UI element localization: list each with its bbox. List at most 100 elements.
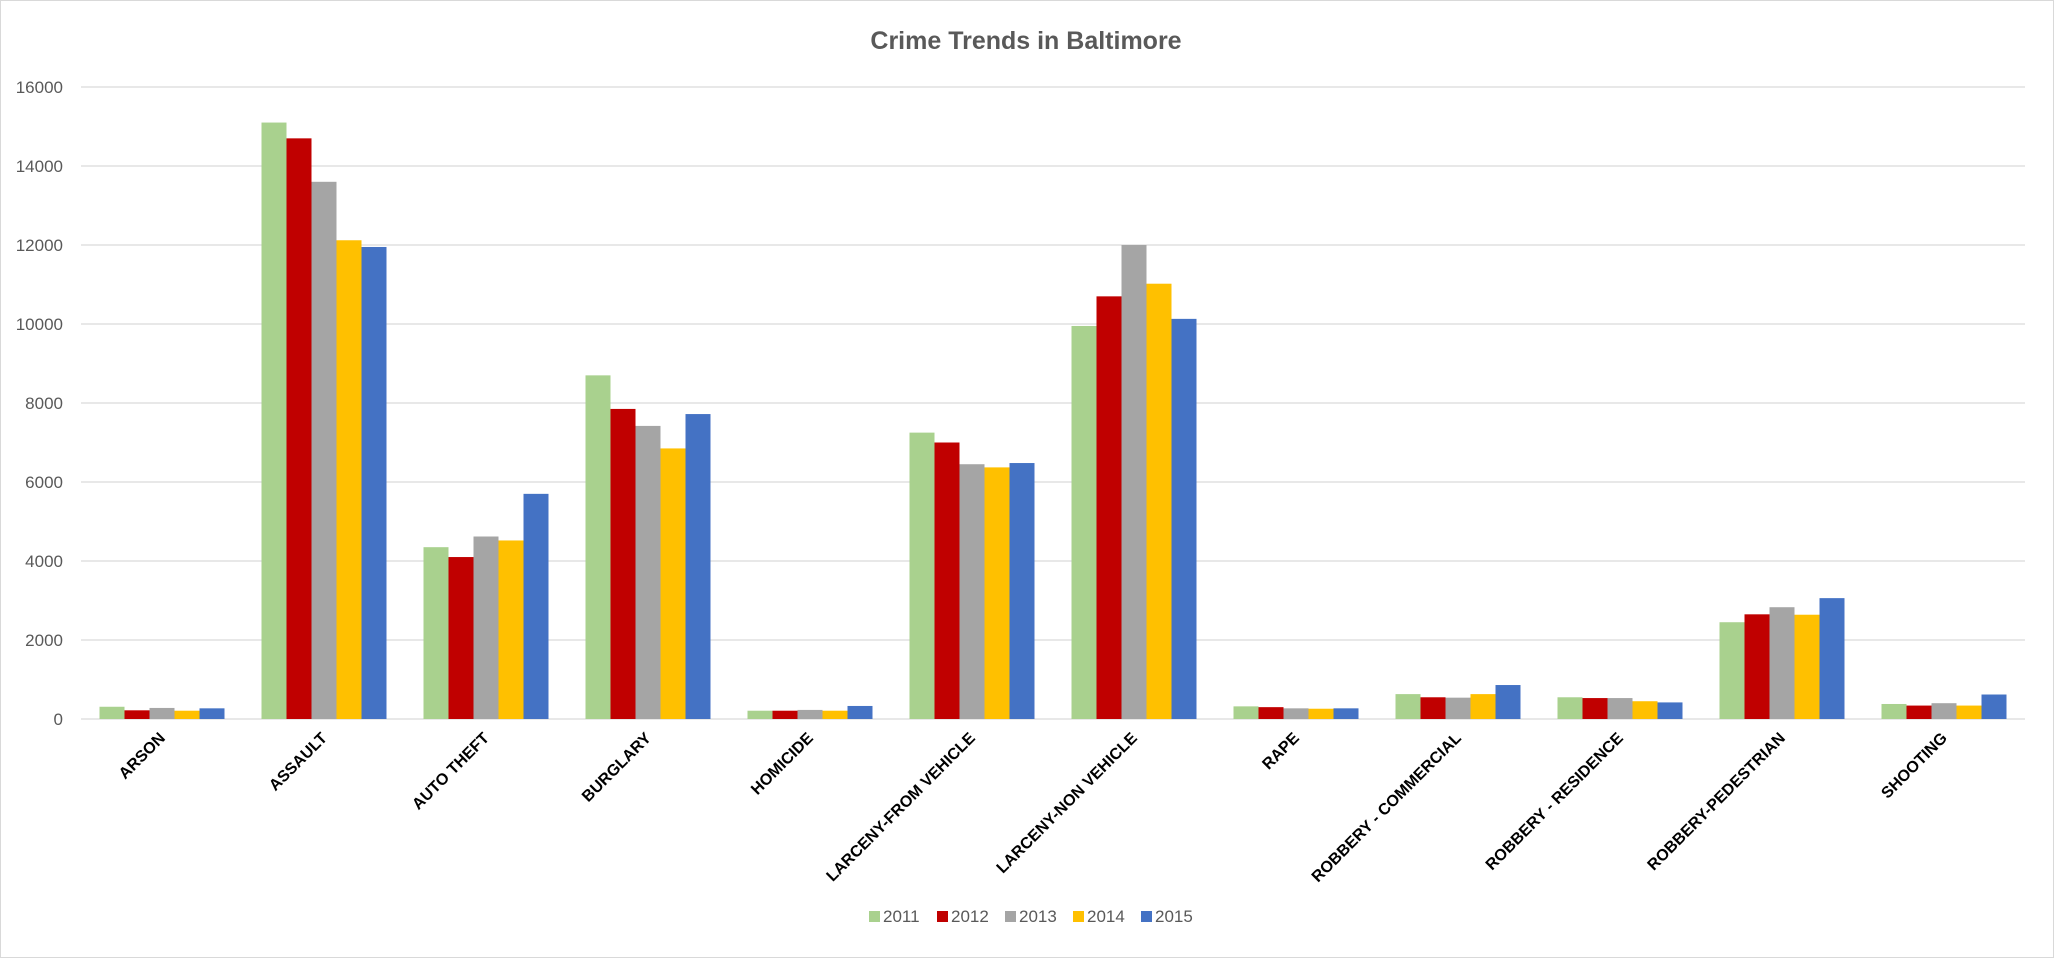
category-label: ROBBERY - RESIDENCE [1483, 730, 1627, 874]
category-label: RAPE [1259, 730, 1303, 774]
bar-2015 [1657, 702, 1683, 719]
bar-2015 [1333, 708, 1359, 719]
bar-2013 [635, 425, 661, 719]
bar-2014 [498, 540, 524, 719]
category-label: ARSON [116, 730, 169, 783]
legend-label: 2011 [883, 907, 920, 926]
bar-group-homicide [747, 705, 873, 719]
legend-item-2012: 2012 [937, 907, 989, 926]
bar-2013 [1121, 245, 1147, 719]
legend-item-2015: 2015 [1141, 907, 1193, 926]
legend-swatch [1005, 911, 1016, 922]
bar-2015 [1819, 598, 1845, 719]
y-tick-label: 16000 [16, 78, 63, 97]
bar-2014 [1308, 708, 1334, 719]
bar-2014 [984, 467, 1010, 719]
bar-2012 [610, 408, 636, 719]
bar-2013 [1445, 697, 1471, 719]
y-tick-label: 2000 [25, 631, 63, 650]
bar-2013 [1283, 708, 1309, 719]
bar-2011 [423, 547, 449, 719]
bar-2014 [336, 240, 362, 719]
bar-2012 [448, 557, 474, 719]
bar-group-arson [99, 706, 225, 719]
bar-2014 [660, 448, 686, 719]
bar-2015 [361, 246, 387, 719]
category-label: BURGLARY [579, 730, 655, 806]
category-label: LARCENY-FROM VEHICLE [823, 730, 979, 886]
bar-2012 [124, 710, 150, 719]
legend-swatch [1073, 911, 1084, 922]
bar-group-burglary [585, 375, 711, 719]
y-tick-label: 8000 [25, 394, 63, 413]
bar-2013 [473, 536, 499, 719]
chart-title: Crime Trends in Baltimore [870, 27, 1181, 55]
y-tick-label: 6000 [25, 473, 63, 492]
bar-2011 [585, 375, 611, 719]
legend-label: 2014 [1087, 907, 1125, 926]
bar-2011 [1881, 703, 1907, 719]
legend-item-2013: 2013 [1005, 907, 1057, 926]
category-label: ASSAULT [266, 730, 331, 795]
bar-2012 [1096, 296, 1122, 719]
bar-2014 [1146, 283, 1172, 719]
y-tick-label: 10000 [16, 315, 63, 334]
bar-2015 [847, 705, 873, 719]
bar-group-robbery-pedestrian [1719, 598, 1845, 719]
bar-2014 [174, 710, 200, 719]
y-tick-label: 4000 [25, 552, 63, 571]
legend-swatch [937, 911, 948, 922]
bar-2012 [1744, 614, 1770, 719]
bar-group-shooting [1881, 694, 2007, 719]
bar-2013 [1607, 698, 1633, 719]
bar-group-larceny-non-vehicle [1071, 245, 1197, 719]
category-label: ROBBERY - COMMERCIAL [1309, 730, 1465, 886]
bar-2012 [772, 710, 798, 719]
legend-swatch [1141, 911, 1152, 922]
bar-2012 [934, 442, 960, 719]
y-tick-label: 14000 [16, 157, 63, 176]
bar-2013 [149, 707, 175, 719]
legend-item-2014: 2014 [1073, 907, 1125, 926]
bar-2015 [1171, 318, 1197, 719]
bar-2012 [1420, 697, 1446, 719]
bar-2015 [1495, 685, 1521, 719]
legend-label: 2012 [951, 907, 989, 926]
bar-group-auto-theft [423, 493, 549, 719]
bar-group-rape [1233, 706, 1359, 719]
bar-2014 [1632, 701, 1658, 719]
bar-2012 [1906, 705, 1932, 719]
category-label: SHOOTING [1878, 730, 1950, 802]
bar-2011 [747, 710, 773, 719]
bar-group-assault [261, 122, 387, 720]
bar-2014 [1956, 705, 1982, 719]
category-label: AUTO THEFT [409, 730, 493, 814]
bar-2011 [909, 432, 935, 719]
bar-2011 [1719, 622, 1745, 719]
bar-group-robbery-commercial [1395, 685, 1521, 719]
bar-2015 [523, 493, 549, 719]
bar-2015 [199, 708, 225, 719]
bar-2011 [261, 122, 287, 720]
bar-2014 [1470, 694, 1496, 719]
bar-group-larceny-from-vehicle [909, 432, 1035, 719]
bar-2014 [822, 710, 848, 719]
category-label: LARCENY-NON VEHICLE [994, 730, 1141, 877]
bar-2011 [1395, 694, 1421, 719]
bar-2013 [1931, 703, 1957, 719]
bar-group-robbery-residence [1557, 697, 1683, 719]
bar-2013 [797, 709, 823, 719]
bar-2012 [286, 138, 312, 720]
bar-2012 [1258, 707, 1284, 719]
bar-2012 [1582, 698, 1608, 719]
bar-2015 [1981, 694, 2007, 719]
bar-2015 [685, 414, 711, 719]
category-label: HOMICIDE [748, 730, 817, 799]
bar-2013 [311, 181, 337, 720]
legend-item-2011: 2011 [869, 907, 920, 926]
bar-2011 [1071, 325, 1097, 719]
bar-2011 [1557, 697, 1583, 719]
bar-2011 [99, 706, 125, 719]
